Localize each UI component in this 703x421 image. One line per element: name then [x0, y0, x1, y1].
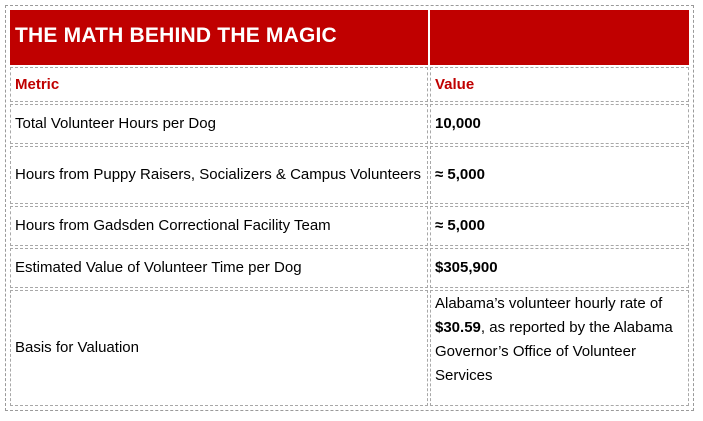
- value-cell: Alabama’s volunteer hourly rate of $30.5…: [430, 290, 689, 406]
- table-row: Estimated Value of Volunteer Time per Do…: [10, 248, 689, 289]
- value-cell: ≈ 5,000: [430, 146, 689, 205]
- title-row: THE MATH BEHIND THE MAGIC: [10, 10, 689, 65]
- math-table-container: THE MATH BEHIND THE MAGIC Metric Value T…: [5, 5, 694, 411]
- basis-text-suffix: , as reported by the Alabama Governor’s …: [435, 319, 673, 385]
- metric-cell: Total Volunteer Hours per Dog: [10, 104, 428, 145]
- math-table: THE MATH BEHIND THE MAGIC Metric Value T…: [8, 8, 691, 408]
- value-cell: 10,000: [430, 104, 689, 145]
- metric-cell: Hours from Puppy Raisers, Socializers & …: [10, 146, 428, 205]
- table-row: Hours from Puppy Raisers, Socializers & …: [10, 146, 689, 205]
- table-row: Total Volunteer Hours per Dog 10,000: [10, 104, 689, 145]
- table-row: Basis for Valuation Alabama’s volunteer …: [10, 290, 689, 406]
- hourly-rate-value: $30.59: [435, 319, 481, 337]
- table-row: Hours from Gadsden Correctional Facility…: [10, 206, 689, 247]
- title-cell-empty: [430, 10, 689, 65]
- basis-text-prefix: Alabama’s volunteer hourly rate of: [435, 295, 663, 313]
- metric-cell: Hours from Gadsden Correctional Facility…: [10, 206, 428, 247]
- metric-cell: Estimated Value of Volunteer Time per Do…: [10, 248, 428, 289]
- metric-header: Metric: [10, 66, 428, 103]
- value-cell: $305,900: [430, 248, 689, 289]
- value-cell: ≈ 5,000: [430, 206, 689, 247]
- metric-cell: Basis for Valuation: [10, 290, 428, 406]
- header-row: Metric Value: [10, 66, 689, 103]
- value-header: Value: [430, 66, 689, 103]
- title-cell: THE MATH BEHIND THE MAGIC: [10, 10, 428, 65]
- table-title: THE MATH BEHIND THE MAGIC: [15, 24, 337, 48]
